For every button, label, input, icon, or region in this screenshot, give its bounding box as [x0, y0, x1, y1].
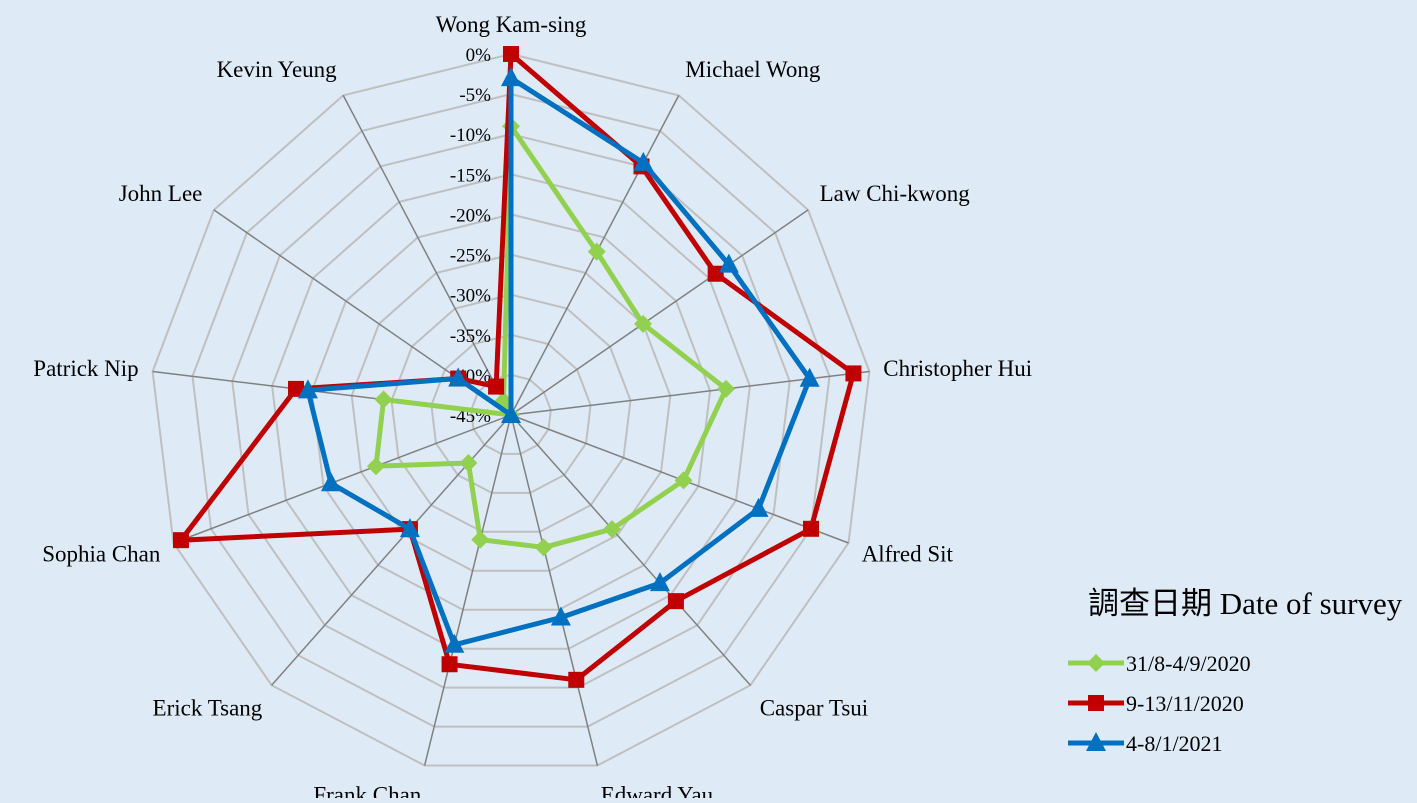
- data-point: [503, 46, 519, 62]
- series-line: [178, 51, 856, 683]
- series-group: [172, 46, 862, 688]
- series-line: [373, 123, 729, 550]
- grid-ring: [470, 373, 552, 455]
- data-point: [444, 633, 465, 653]
- legend-item: 31/8-4/9/2020: [1068, 651, 1251, 676]
- legend-label: 31/8-4/9/2020: [1126, 651, 1251, 676]
- data-point: [534, 538, 553, 557]
- spoke-line: [423, 414, 512, 766]
- category-label: Edward Yau: [601, 783, 714, 798]
- legend-label: 9-13/11/2020: [1126, 691, 1244, 716]
- radial-tick-label: -30%: [450, 286, 491, 307]
- data-point: [803, 520, 820, 537]
- data-point: [1088, 695, 1104, 711]
- data-point: [1087, 654, 1105, 672]
- data-point: [587, 242, 606, 261]
- radial-tick-label: -5%: [459, 85, 491, 106]
- category-label: Frank Chan: [313, 783, 421, 798]
- data-point: [459, 454, 478, 473]
- radial-tick-label: -15%: [450, 165, 491, 186]
- data-point: [448, 367, 469, 387]
- category-label: Patrick Nip: [33, 356, 138, 381]
- data-point: [297, 379, 318, 399]
- data-point: [634, 314, 653, 333]
- radial-tick-label: -10%: [450, 125, 491, 146]
- data-point: [568, 671, 585, 688]
- category-label: Caspar Tsui: [760, 696, 869, 721]
- data-point: [320, 472, 341, 492]
- category-label: Christopher Hui: [883, 356, 1032, 381]
- radial-tick-label: -25%: [450, 246, 491, 267]
- data-point: [501, 404, 521, 423]
- radial-tick-labels: 0%-5%-10%-15%-20%-25%-30%-35%-40%-45%: [450, 45, 491, 427]
- legend-label: 4-8/1/2021: [1126, 731, 1223, 756]
- data-point: [717, 379, 736, 398]
- spoke-line: [510, 414, 751, 686]
- spoke-line: [173, 414, 512, 544]
- data-point: [471, 530, 490, 549]
- spoke-line: [510, 209, 809, 416]
- data-point: [366, 457, 385, 476]
- radial-tick-label: -35%: [450, 326, 491, 347]
- category-label: Alfred Sit: [862, 542, 954, 567]
- series-group: [297, 67, 820, 653]
- legend-item: 9-13/11/2020: [1068, 691, 1244, 716]
- data-point: [1086, 732, 1106, 751]
- category-label: John Lee: [119, 181, 203, 206]
- series-layer: [172, 46, 862, 688]
- data-point: [501, 67, 521, 87]
- data-point: [667, 593, 684, 610]
- data-point: [287, 380, 304, 397]
- category-labels: Wong Kam-sing Michael Wong Law Chi-kwong Ch…: [33, 12, 1032, 803]
- data-point: [550, 606, 571, 626]
- category-label: Erick Tsang: [153, 696, 263, 721]
- grid-ring: [390, 293, 632, 533]
- data-point: [674, 471, 693, 490]
- grid-ring: [191, 93, 831, 728]
- radial-tick-label: -20%: [450, 205, 491, 226]
- category-label: Sophia Chan: [42, 542, 161, 567]
- data-point: [603, 520, 622, 539]
- data-point: [399, 518, 420, 538]
- spoke-line: [271, 414, 512, 686]
- data-point: [172, 532, 189, 549]
- grid-ring: [310, 213, 712, 611]
- series-line: [305, 75, 813, 648]
- grid-ring: [231, 133, 791, 689]
- data-point: [718, 253, 739, 273]
- grid-ring: [271, 173, 751, 650]
- spoke-line: [342, 95, 512, 416]
- category-label: Kevin Yeung: [217, 57, 338, 82]
- data-point: [748, 497, 769, 517]
- category-label: Law Chi-kwong: [820, 181, 971, 206]
- data-point: [374, 390, 393, 409]
- spoke-line: [510, 414, 599, 766]
- data-point: [441, 656, 458, 673]
- grid-ring: [350, 253, 672, 572]
- legend-item: 4-8/1/2021: [1068, 731, 1223, 756]
- category-label: Wong Kam-sing: [436, 12, 587, 37]
- data-point: [488, 378, 505, 395]
- grid-ring: [430, 333, 592, 494]
- data-point: [649, 572, 670, 592]
- radial-tick-label: 0%: [466, 45, 492, 66]
- data-point: [799, 367, 820, 387]
- legend-title: 調查日期 Date of survey: [1088, 586, 1403, 621]
- data-point: [707, 265, 724, 282]
- data-point: [845, 365, 862, 382]
- grid-ring: [151, 52, 871, 767]
- legend: 調查日期 Date of survey 31/8-4/9/2020 9-13/11…: [1068, 586, 1403, 756]
- data-point: [633, 151, 654, 171]
- category-label: Michael Wong: [685, 57, 821, 82]
